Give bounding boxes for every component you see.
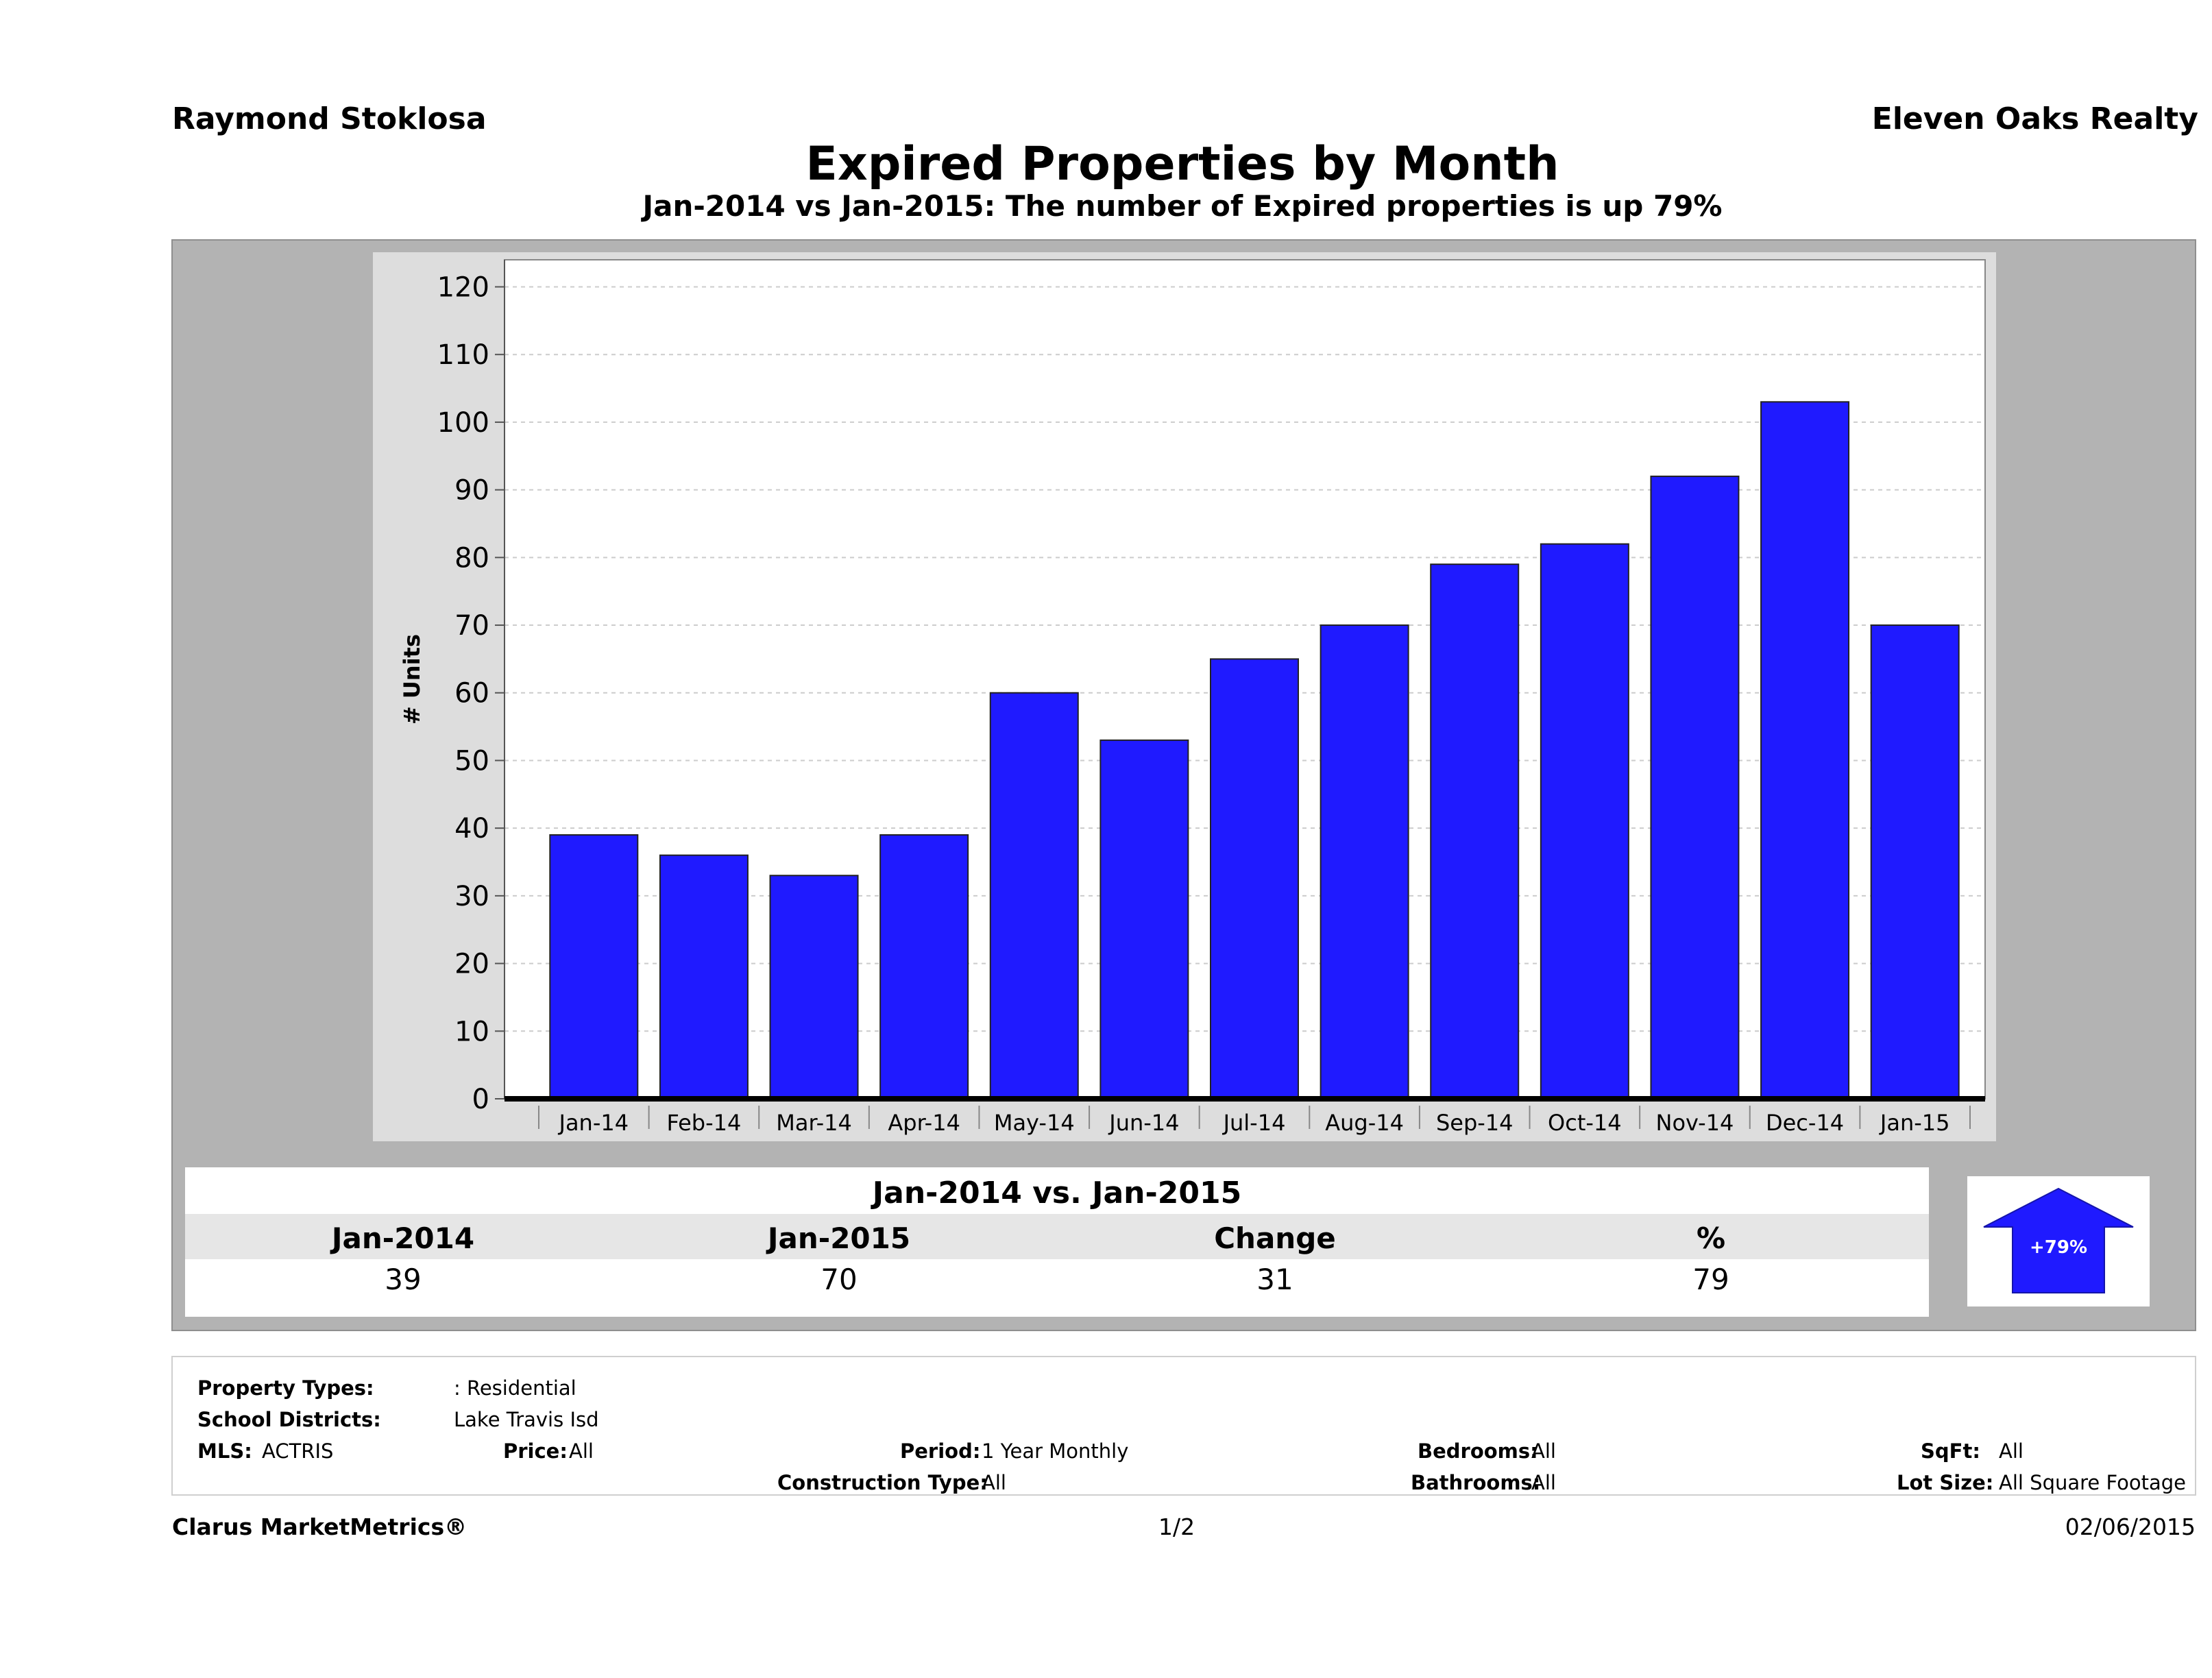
bar [879,834,969,1100]
bar [989,692,1079,1099]
bedrooms-value: All [1531,1439,1556,1463]
y-tick-label: 70 [454,610,489,642]
x-tick-label: Sep-14 [1436,1110,1514,1136]
comparison-heading: Jan-2014 vs. Jan-2015 [185,1167,1929,1214]
y-tick-label: 60 [454,678,489,709]
column-header: Jan-2014 [331,1221,475,1255]
value-cell: 70 [821,1263,858,1296]
mls-value: ACTRIS [262,1439,334,1463]
x-tick-label: May-14 [994,1110,1075,1136]
chart-title: Expired Properties by Month [805,137,1559,191]
y-tick-label: 110 [437,339,489,371]
y-tick-label: 0 [472,1084,489,1115]
y-tick-label: 40 [454,813,489,844]
value-cell: 39 [385,1263,422,1296]
construction-type-value: All [982,1471,1006,1494]
comparison-value-row: 39 70 31 79 [185,1259,1929,1299]
sqft-label: SqFt: [1921,1439,1980,1463]
bar-chart: 0 10 20 30 40 50 60 70 80 90 100 110 120 Jan-14 Feb-1… [399,259,1986,1136]
y-axis-label: # Units [399,634,425,725]
bar [1540,543,1629,1100]
bar [769,875,859,1099]
y-tick-label: 100 [437,407,489,439]
price-value: All [569,1439,594,1463]
chart-frame: 0 10 20 30 40 50 60 70 80 90 100 110 120 Jan-14 Feb-1… [171,239,2196,1331]
y-tick-label: 80 [454,542,489,574]
column-header: Jan-2015 [767,1221,911,1255]
column-header: % [1696,1221,1726,1255]
period-label: Period: [900,1439,981,1463]
value-cell: 79 [1692,1263,1729,1296]
bars [549,401,1960,1100]
x-tick-label: Oct-14 [1548,1110,1622,1136]
change-badge: +79% [1967,1176,2150,1306]
comparison-table: Jan-2014 vs. Jan-2015 Jan-2014 Jan-2015 … [185,1167,1929,1317]
agent-name: Raymond Stoklosa [172,101,487,136]
y-axis-ticks: 0 10 20 30 40 50 60 70 80 90 100 110 120 [437,260,505,1115]
x-tick-label: Dec-14 [1766,1110,1844,1136]
bar [1650,475,1740,1099]
column-header: Change [1214,1221,1336,1255]
y-tick-label: 30 [454,881,489,912]
mls-label: MLS: [197,1439,252,1463]
bathrooms-label: Bathrooms: [1411,1471,1541,1494]
bar [549,834,639,1100]
school-districts-value: Lake Travis Isd [454,1408,599,1431]
x-tick-label: Jun-14 [1108,1110,1179,1136]
bar [659,854,749,1099]
bedrooms-label: Bedrooms: [1418,1439,1538,1463]
y-tick-label: 10 [454,1016,489,1047]
y-tick-label: 120 [437,271,489,303]
search-criteria: Property Types: : Residential School Dis… [171,1356,2196,1496]
bar [1430,563,1520,1099]
bathrooms-value: All [1531,1471,1556,1494]
property-types-value: : Residential [454,1376,576,1400]
period-value: 1 Year Monthly [982,1439,1129,1463]
x-axis-ticks: Jan-14 Feb-14 Mar-14 Apr-14 May-14 Jun-14 Jul-… [505,1096,1985,1136]
price-label: Price: [503,1439,568,1463]
x-tick-label: Feb-14 [666,1110,741,1136]
x-tick-label: Mar-14 [776,1110,852,1136]
page-number: 1/2 [1158,1513,1195,1540]
school-districts-label: School Districts: [197,1408,381,1431]
bar [1320,624,1409,1099]
lot-size-value: All Square Footage [1999,1471,2187,1494]
bar [1210,658,1299,1099]
up-arrow-icon [1983,1187,2134,1293]
bar [1099,739,1189,1099]
property-types-label: Property Types: [197,1376,374,1400]
lot-size-label: Lot Size: [1897,1471,1994,1494]
x-tick-label: Aug-14 [1325,1110,1404,1136]
sqft-value: All [1999,1439,2023,1463]
change-badge-label: +79% [2030,1237,2087,1258]
x-tick-label: Nov-14 [1656,1110,1734,1136]
y-tick-label: 20 [454,949,489,980]
construction-type-label: Construction Type: [777,1471,988,1494]
report-date: 02/06/2015 [2065,1513,2196,1540]
chart-subtitle: Jan-2014 vs Jan-2015: The number of Expi… [642,189,1723,223]
bar [1760,401,1850,1099]
value-cell: 31 [1256,1263,1293,1296]
comparison-header-row: Jan-2014 Jan-2015 Change % [185,1214,1929,1259]
x-tick-label: Jan-15 [1879,1110,1950,1136]
y-tick-label: 90 [454,475,489,507]
y-tick-label: 50 [454,745,489,777]
x-tick-label: Apr-14 [888,1110,960,1136]
bar [1870,624,1960,1099]
footer-brand: Clarus MarketMetrics® [172,1513,467,1540]
x-tick-label: Jan-14 [558,1110,629,1136]
office-name: Eleven Oaks Realty [1871,101,2198,136]
x-tick-label: Jul-14 [1222,1110,1286,1136]
